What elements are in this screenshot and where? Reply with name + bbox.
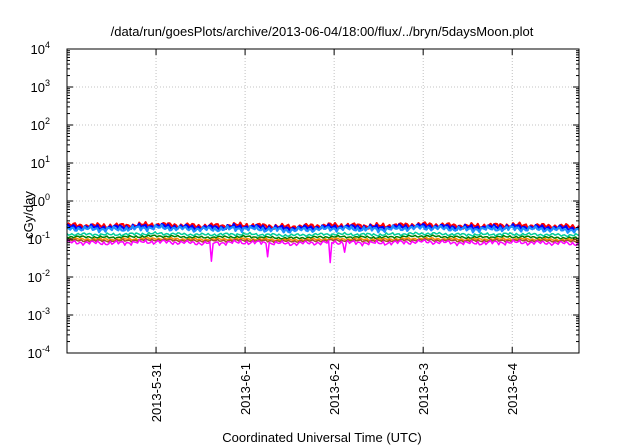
y-tick-label: 10-4 — [28, 344, 50, 361]
y-tick-label: 10-2 — [28, 268, 50, 285]
y-tick-label: 10-3 — [28, 306, 50, 323]
x-tick-label: 2013-6-1 — [238, 363, 253, 415]
series-line — [66, 234, 580, 240]
y-tick-label: 103 — [31, 78, 50, 95]
series-line — [66, 231, 580, 238]
series-line — [66, 239, 580, 264]
y-tick-label: 100 — [31, 192, 50, 209]
y-tick-label: 101 — [31, 154, 50, 171]
y-tick-label: 104 — [31, 40, 50, 57]
tick-group: 10-4 10-3 10-2 10-1 100 101 102 103 104 2013-5-31… — [28, 40, 579, 422]
series-line — [66, 224, 580, 234]
x-axis-label: Coordinated Universal Time (UTC) — [222, 430, 421, 445]
series-group — [66, 221, 580, 264]
y-axis-label: cGy/day — [21, 191, 36, 239]
y-tick-label: 10-1 — [28, 230, 50, 247]
x-tick-label: 2013-6-4 — [505, 363, 520, 415]
chart-title: /data/run/goesPlots/archive/2013-06-04/1… — [111, 24, 534, 39]
x-tick-label: 2013-5-31 — [149, 363, 164, 422]
grid — [67, 49, 579, 353]
x-tick-label: 2013-6-3 — [416, 363, 431, 415]
x-tick-label: 2013-6-2 — [327, 363, 342, 415]
plot-frame — [66, 48, 580, 354]
y-tick-label: 102 — [31, 116, 50, 133]
